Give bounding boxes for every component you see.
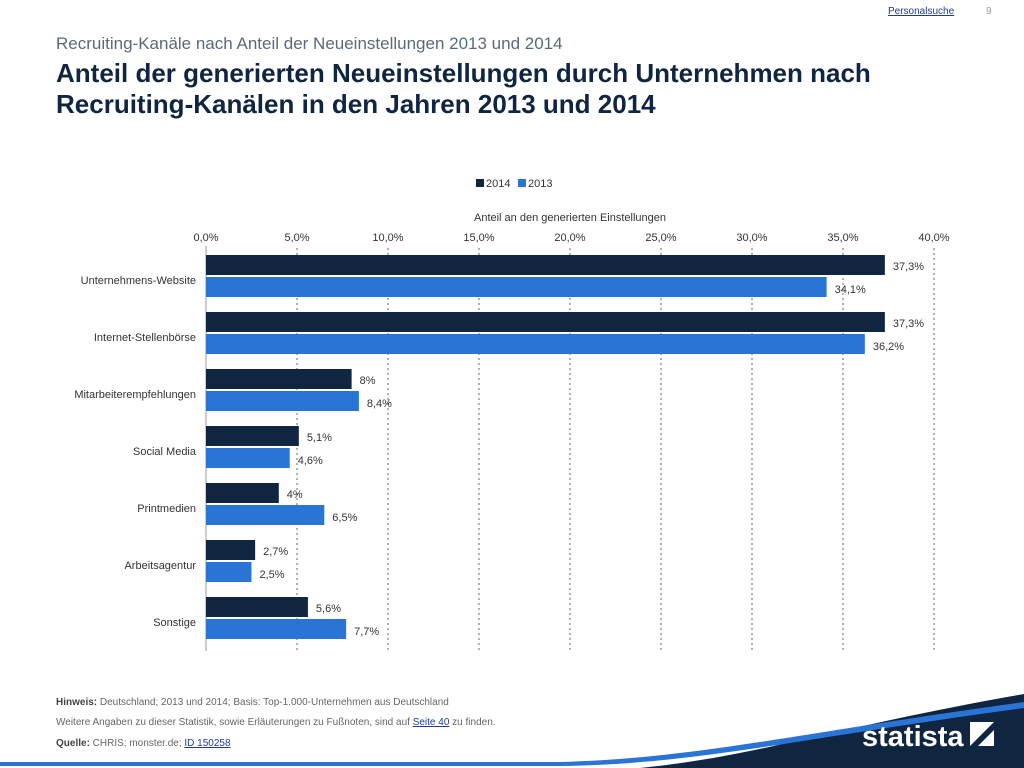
bar-2013 — [206, 619, 347, 639]
legend-label-2013: 2013 — [528, 178, 552, 190]
hint-text: Deutschland; 2013 und 2014; Basis: Top-1… — [97, 697, 449, 708]
bar-2014 — [206, 369, 352, 389]
x-tick-label: 35,0% — [827, 232, 858, 244]
x-tick-label: 25,0% — [645, 232, 676, 244]
footer-hint: Hinweis: Deutschland; 2013 und 2014; Bas… — [56, 697, 449, 708]
value-label-2014: 4% — [287, 489, 303, 501]
bar-2013 — [206, 448, 290, 468]
footer-more-info: Weitere Angaben zu dieser Statistik, sow… — [56, 717, 496, 728]
footer-wave-decoration — [0, 694, 1024, 768]
value-label-2013: 8,4% — [367, 398, 392, 410]
x-tick-label: 10,0% — [372, 232, 403, 244]
category-label: Internet-Stellenbörse — [94, 332, 196, 344]
bar-2014 — [206, 255, 885, 275]
more-info-suffix: zu finden. — [449, 717, 496, 728]
value-label-2014: 5,1% — [307, 432, 332, 444]
value-label-2014: 8% — [360, 375, 376, 387]
value-label-2013: 7,7% — [354, 626, 379, 638]
x-tick-label: 20,0% — [554, 232, 585, 244]
bar-2013 — [206, 505, 325, 525]
page-40-link[interactable]: Seite 40 — [412, 717, 450, 728]
bar-2013 — [206, 391, 359, 411]
bar-2013 — [206, 334, 865, 354]
category-label: Arbeitsagentur — [124, 560, 196, 572]
bar-2013 — [206, 277, 827, 297]
bar-2014 — [206, 426, 299, 446]
legend-swatch-2014 — [476, 179, 484, 187]
bar-2014 — [206, 483, 279, 503]
x-tick-label: 15,0% — [463, 232, 494, 244]
statista-logo: statista — [862, 721, 994, 753]
slide-title: Anteil der generierten Neueinstellungen … — [56, 58, 871, 119]
bar-2013 — [206, 562, 252, 582]
page-number: 9 — [986, 6, 992, 17]
value-label-2014: 37,3% — [893, 261, 924, 273]
x-axis-title: Anteil an den generierten Einstellungen — [474, 212, 666, 224]
value-label-2013: 36,2% — [873, 341, 904, 353]
legend-swatch-2013 — [518, 179, 526, 187]
bar-2014 — [206, 597, 308, 617]
value-label-2013: 2,5% — [260, 569, 285, 581]
value-label-2014: 37,3% — [893, 318, 924, 330]
value-label-2013: 4,6% — [298, 455, 323, 467]
bar-2014 — [206, 312, 885, 332]
bar-2014 — [206, 540, 256, 560]
value-label-2014: 5,6% — [316, 603, 341, 615]
value-label-2013: 6,5% — [332, 512, 357, 524]
bar-chart: 2014 2013 Anteil an den generierten Einste… — [74, 178, 950, 651]
source-label: Quelle: — [56, 738, 90, 749]
statista-wordmark: statista — [862, 721, 964, 753]
x-tick-label: 0,0% — [193, 232, 218, 244]
nav-link-personalsuche[interactable]: Personalsuche — [888, 6, 955, 17]
top-navigation: Personalsuche 9 — [0, 6, 1024, 20]
x-tick-label: 5,0% — [284, 232, 309, 244]
category-label: Social Media — [133, 446, 197, 458]
x-tick-label: 40,0% — [918, 232, 949, 244]
category-label: Unternehmens-Website — [81, 275, 196, 287]
slide-subtitle: Recruiting-Kanäle nach Anteil der Neuein… — [56, 34, 563, 53]
value-label-2014: 2,7% — [263, 546, 288, 558]
category-label: Mitarbeiterempfehlungen — [74, 389, 196, 401]
statistic-id-link[interactable]: ID 150258 — [184, 738, 231, 749]
category-label: Sonstige — [153, 617, 196, 629]
value-label-2013: 34,1% — [835, 284, 866, 296]
source-text: CHRIS; monster.de; — [89, 738, 185, 749]
x-tick-label: 30,0% — [736, 232, 767, 244]
legend-label-2014: 2014 — [486, 178, 510, 190]
footer-source: Quelle: CHRIS; monster.de; ID 150258 — [56, 738, 231, 749]
hint-label: Hinweis: — [56, 697, 98, 708]
more-info-text: Weitere Angaben zu dieser Statistik, sow… — [56, 717, 413, 728]
category-label: Printmedien — [137, 503, 196, 515]
